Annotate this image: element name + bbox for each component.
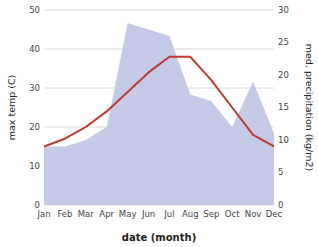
plot-area (44, 23, 274, 205)
y2-tick-label: 10 (278, 135, 289, 145)
y-tick-label: 30 (29, 83, 40, 93)
y2-tick-label: 0 (278, 200, 283, 210)
x-tick-label: Jul (163, 209, 174, 219)
y2-tick-label: 20 (278, 70, 289, 80)
x-tick-label: Dec (266, 209, 283, 219)
grid (44, 10, 274, 205)
y-axis-label: max temp (C) (6, 75, 17, 141)
y-axis: 0 10 20 30 40 50 (29, 5, 40, 210)
x-tick-label: Feb (57, 209, 72, 219)
x-tick-label: Sep (203, 209, 219, 219)
x-tick-label: Apr (99, 209, 114, 219)
y2-axis-label: med. precipitation (kg/m2) (304, 44, 315, 171)
y2-tick-label: 5 (278, 167, 283, 177)
y2-tick-label: 30 (278, 5, 289, 15)
x-tick-label: Jan (36, 209, 50, 219)
y-tick-label: 50 (29, 5, 40, 15)
x-tick-label: Mar (78, 209, 95, 219)
precipitation-area (44, 23, 274, 205)
y2-tick-label: 25 (278, 37, 289, 47)
x-axis: Jan Feb Mar Apr May Jun Jul Aug Sep Oct Nov Dec (36, 209, 282, 219)
y-tick-label: 20 (29, 122, 40, 132)
x-tick-label: Jun (141, 209, 155, 219)
chart: 0 10 20 30 40 50 0 5 10 15 20 25 30 Jan Feb Mar Apr May Ju… (0, 0, 318, 247)
x-tick-label: Oct (225, 209, 240, 219)
y-tick-label: 40 (29, 44, 40, 54)
y-tick-label: 0 (35, 200, 40, 210)
y2-axis: 0 5 10 15 20 25 30 (278, 5, 289, 210)
x-tick-label: Nov (245, 209, 262, 219)
x-tick-label: May (119, 209, 137, 219)
temperature-line (44, 57, 274, 147)
chart-container: 0 10 20 30 40 50 0 5 10 15 20 25 30 Jan Feb Mar Apr May Ju… (0, 0, 318, 247)
x-tick-label: Aug (182, 209, 199, 219)
x-axis-label: date (month) (122, 232, 196, 243)
y-tick-label: 10 (29, 161, 40, 171)
y2-tick-label: 15 (278, 102, 289, 112)
grid-line (44, 10, 274, 11)
